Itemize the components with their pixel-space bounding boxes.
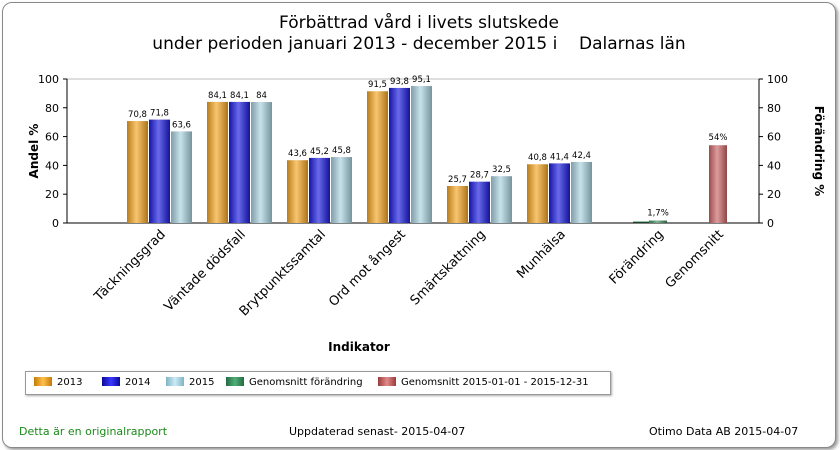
y2-tick-label: 0 — [767, 217, 774, 230]
bar-value-label: 25,7 — [448, 175, 467, 185]
footer-updated: Uppdaterad senast- 2015-04-07 — [289, 425, 466, 438]
bar-chart: 0 0 20 20 40 40 60 60 80 80 100 100 Andel % Förändrin… — [27, 73, 826, 354]
bar-2015 — [331, 157, 352, 223]
bar-value-label: 54% — [709, 133, 728, 143]
bar-value-label: 1,7% — [647, 209, 669, 219]
x-category-label: Förändring — [607, 227, 667, 287]
bar-value-label: 95,1 — [412, 75, 431, 85]
legend-item-2013: 2013 — [34, 377, 82, 388]
bar-2013 — [527, 164, 548, 223]
bar-2015 — [251, 102, 272, 223]
bar-2014 — [309, 157, 330, 223]
legend-item-genomsnitt-forandring: Genomsnitt förändring — [226, 377, 363, 388]
y2-tick-label: 60 — [767, 131, 781, 144]
x-category-label: Ord mot ångest — [326, 227, 409, 310]
y-axis-title: Andel % — [27, 124, 41, 179]
bar-2013 — [287, 160, 308, 223]
x-category-label: Genomsnitt — [663, 227, 727, 291]
bar-2014 — [389, 87, 410, 223]
x-category-label: Brytpunktssamtal — [237, 227, 329, 319]
bar-value-label: 32,5 — [492, 165, 511, 175]
y2-tick-label: 20 — [767, 188, 781, 201]
legend-swatch — [102, 377, 120, 386]
legend-item-2015: 2015 — [166, 377, 214, 388]
y2-axis-title: Förändring % — [812, 106, 826, 196]
bar-2014 — [469, 181, 490, 223]
x-category-label: Väntade dödsfall — [161, 227, 248, 314]
legend-item-2014: 2014 — [102, 377, 150, 388]
bar-value-label: 84,1 — [230, 91, 249, 101]
bar-value-label: 43,6 — [288, 149, 307, 159]
y-tick-label: 20 — [45, 188, 59, 201]
bar-value-label: 28,7 — [470, 171, 489, 181]
y2-tick-label: 80 — [767, 102, 781, 115]
bar-förändring — [649, 220, 667, 223]
legend-label: Genomsnitt förändring — [249, 377, 363, 388]
y2-tick-label: 100 — [767, 73, 788, 86]
chart-title: Förbättrad vård i livets slutskede — [279, 13, 559, 33]
x-category-label: Smärtskattning — [408, 227, 489, 308]
y-tick-label: 100 — [38, 73, 59, 86]
bar-2015 — [411, 86, 432, 223]
bar-value-label: 63,6 — [172, 120, 191, 130]
bar-value-label: 93,8 — [390, 77, 409, 87]
bar-value-label: 84 — [256, 91, 267, 101]
y-tick-label: 40 — [45, 159, 59, 172]
bar-2013 — [447, 185, 468, 223]
legend-label: 2014 — [125, 377, 151, 388]
legend-swatch — [378, 377, 396, 386]
bar-value-label: 45,8 — [332, 146, 351, 156]
bar-value-label: 84,1 — [208, 91, 227, 101]
y-tick-label: 60 — [45, 131, 59, 144]
footer-copyright: Otimo Data AB 2015-04-07 — [649, 425, 799, 438]
chart-subtitle: under perioden januari 2013 - december 2… — [152, 34, 686, 54]
legend-swatch — [166, 377, 184, 386]
bar-2014 — [229, 101, 250, 223]
y2-tick-label: 40 — [767, 159, 781, 172]
y-tick-label: 0 — [52, 217, 59, 230]
legend-item-genomsnitt-period: Genomsnitt 2015-01-01 - 2015-12-31 — [378, 377, 589, 388]
bar-2013 — [207, 101, 228, 223]
x-axis-title: Indikator — [328, 340, 390, 354]
bar-value-label: 71,8 — [150, 109, 169, 119]
bar-2014 — [149, 119, 170, 223]
legend-label: 2013 — [57, 377, 83, 388]
bar-value-label: 42,4 — [572, 151, 591, 161]
chart-legend: 2013 2014 2015 Genomsnitt förändring Gen… — [25, 371, 611, 395]
bar-value-label: 41,4 — [550, 152, 569, 162]
legend-label: Genomsnitt 2015-01-01 - 2015-12-31 — [401, 377, 589, 388]
bar-genomsnitt — [709, 145, 727, 223]
bar-value-label: 40,8 — [528, 153, 547, 163]
bar-2015 — [571, 161, 592, 223]
x-category-label: Täckningsgrad — [91, 227, 169, 305]
bar-2013 — [367, 91, 388, 224]
bar-2014 — [549, 163, 570, 223]
bar-value-label: 70,8 — [128, 110, 147, 120]
legend-swatch — [226, 377, 244, 386]
bar-value-label: 91,5 — [368, 80, 387, 90]
bar-2015 — [491, 176, 512, 223]
x-category-label: Munhälsa — [514, 227, 569, 282]
bar-2015 — [171, 131, 192, 223]
bar-value-label: 45,2 — [310, 147, 329, 157]
footer-original-note: Detta är en originalrapport — [19, 425, 168, 438]
y-tick-label: 80 — [45, 102, 59, 115]
legend-label: 2015 — [189, 377, 215, 388]
legend-swatch — [34, 377, 52, 386]
bar-2013 — [127, 121, 148, 223]
